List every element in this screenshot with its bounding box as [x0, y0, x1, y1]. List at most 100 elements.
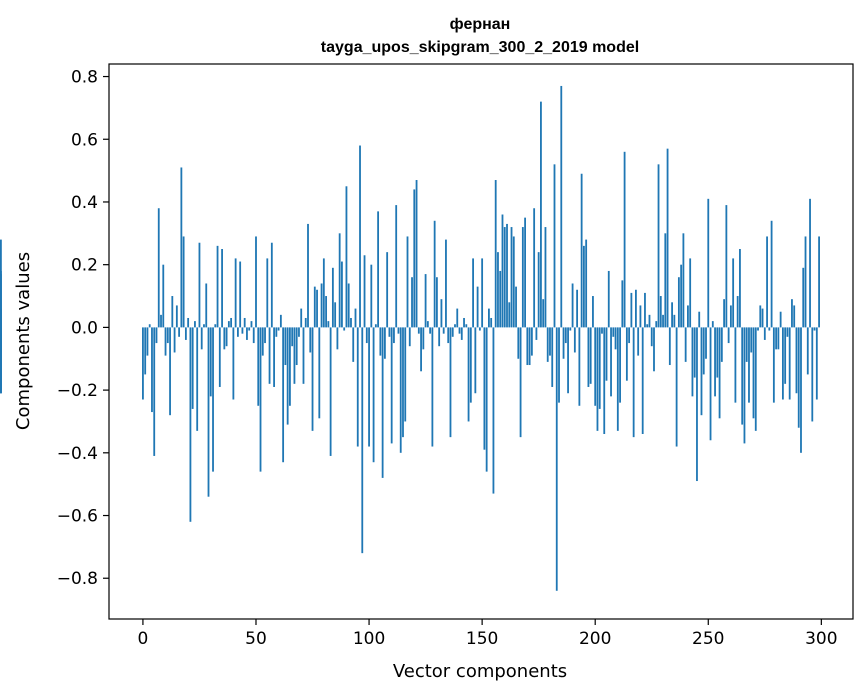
bar-130: [436, 277, 438, 328]
bar-242: [689, 258, 692, 328]
bar-134: [445, 239, 447, 328]
bar-247: [700, 327, 703, 416]
bar-292: [802, 267, 805, 328]
bar-89: [343, 327, 346, 331]
y-tick-label: −0.2: [57, 381, 98, 401]
bar-267: [745, 327, 748, 362]
bar-252: [711, 321, 714, 328]
bar-163: [510, 227, 513, 328]
bar-66: [291, 327, 294, 347]
bar-128: [431, 327, 434, 447]
bar-192: [576, 289, 579, 328]
bar-217: [632, 327, 635, 438]
bar-129: [433, 220, 436, 328]
bar-279: [772, 327, 775, 403]
bar-88: [341, 261, 343, 328]
bar-168: [521, 227, 524, 328]
bar-307: [0, 327, 2, 394]
bar-185: [560, 85, 563, 328]
bar-58: [273, 327, 275, 387]
bars: [0, 85, 820, 591]
bar-281: [777, 327, 780, 350]
bar-263: [736, 296, 739, 328]
bar-37: [225, 327, 228, 347]
bar-264: [739, 249, 741, 328]
bar-186: [562, 327, 565, 359]
bar-77: [316, 289, 318, 328]
bar-204: [603, 327, 606, 434]
bar-145: [469, 327, 472, 403]
bar-114: [399, 327, 402, 453]
bar-278: [770, 220, 773, 328]
bar-83: [329, 327, 332, 456]
bar-241: [687, 305, 689, 328]
bar-214: [625, 327, 628, 381]
bar-160: [503, 227, 506, 328]
bar-123: [420, 327, 422, 372]
bar-33: [216, 245, 219, 328]
y-tick-label: −0.4: [57, 444, 98, 464]
bar-258: [725, 205, 728, 328]
bar-250: [707, 198, 710, 328]
bar-170: [526, 327, 529, 366]
bar-180: [549, 327, 551, 356]
bar-157: [497, 252, 499, 328]
bar-111: [393, 327, 395, 344]
bar-215: [628, 327, 631, 344]
bar-198: [589, 327, 592, 384]
bar-265: [741, 327, 744, 425]
bar-219: [637, 327, 640, 356]
bar-169: [524, 217, 526, 328]
bar-43: [239, 261, 242, 328]
bar-12: [169, 327, 171, 416]
bar-238: [680, 264, 683, 328]
bar-153: [488, 308, 490, 328]
bar-189: [569, 327, 572, 331]
bar-23: [194, 321, 196, 328]
bar-140: [458, 327, 461, 334]
bar-229: [659, 296, 662, 328]
bar-27: [203, 324, 205, 328]
bar-35: [221, 249, 223, 328]
bar-55: [266, 258, 269, 328]
bar-256: [720, 327, 723, 362]
bar-64: [286, 327, 289, 425]
bar-115: [402, 327, 404, 438]
bar-127: [429, 327, 432, 334]
bar-187: [564, 327, 567, 344]
bar-113: [397, 327, 400, 334]
bar-90: [345, 186, 348, 328]
bar-237: [677, 277, 680, 328]
bar-195: [582, 245, 585, 328]
bar-118: [408, 327, 411, 347]
bar-120: [413, 189, 416, 328]
x-axis-ticks: 0 50 100 150 200 250 300: [138, 619, 838, 649]
bar-290: [797, 327, 800, 428]
bar-226: [653, 327, 655, 372]
bar-119: [411, 277, 413, 328]
bar-63: [284, 327, 287, 366]
bar-298: [815, 327, 818, 400]
bar-205: [605, 327, 608, 381]
bar-230: [662, 314, 664, 328]
bar-228: [657, 164, 660, 328]
bar-272: [757, 327, 759, 331]
x-axis-label: Vector components: [393, 661, 567, 682]
bar-51: [257, 327, 260, 406]
bar-154: [490, 317, 493, 328]
x-tick-label: 50: [245, 629, 267, 649]
bar-199: [592, 296, 594, 328]
bar-25: [198, 242, 201, 328]
bar-227: [655, 321, 658, 328]
bar-239: [682, 233, 685, 328]
bar-91: [347, 283, 350, 328]
bar-173: [533, 208, 536, 328]
bar-80: [322, 258, 325, 328]
bar-220: [639, 305, 642, 328]
bar-296: [811, 327, 814, 422]
bar-271: [754, 327, 757, 431]
bar-18: [182, 236, 185, 328]
y-tick-label: 0.2: [71, 256, 98, 276]
bar-53: [261, 327, 264, 356]
